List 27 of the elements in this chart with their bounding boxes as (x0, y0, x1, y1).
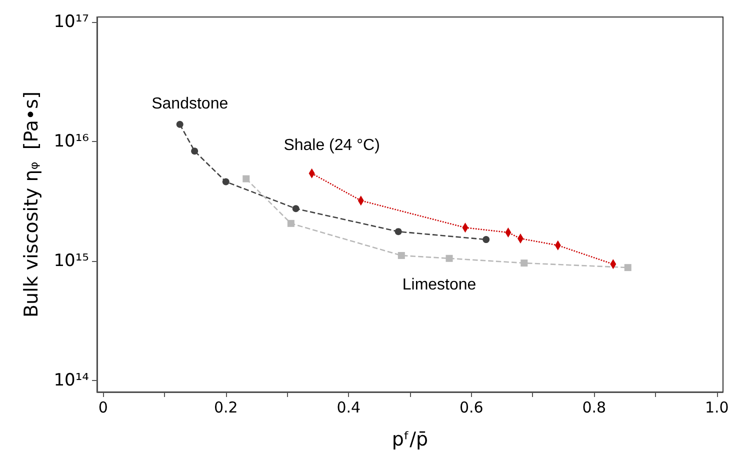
point (624, 264, 632, 272)
x-tick-label: 1.0 (704, 398, 729, 416)
point (176, 120, 184, 128)
series-label: Sandstone (152, 95, 228, 112)
point (394, 228, 402, 236)
x-tick-label: 0 (98, 398, 108, 416)
y-tick-label: 10¹⁷ (54, 12, 90, 32)
series-label: Shale (24 °C) (284, 136, 380, 154)
point (446, 254, 453, 262)
point (482, 236, 490, 244)
series-label: Limestone (402, 276, 476, 294)
x-tick-label: 0.6 (459, 398, 484, 416)
point (242, 175, 250, 182)
y-tick-label: 10¹⁴ (54, 370, 90, 390)
y-tick-label: 10¹⁵ (54, 250, 89, 271)
point (191, 148, 198, 155)
y-axis-title: Bulk viscosity ηᵩ [Pa•s] (20, 92, 42, 318)
point (398, 252, 405, 260)
point (292, 205, 300, 212)
y-tick-label: 10¹⁶ (54, 131, 90, 152)
point (222, 178, 230, 186)
point (287, 220, 294, 227)
x-axis-title: pᶠ/p̄ (392, 428, 428, 450)
x-tick-label: 0.8 (582, 398, 606, 416)
x-tick-label: 0.4 (336, 398, 361, 416)
x-tick-label: 0.2 (214, 398, 238, 416)
point (520, 260, 528, 267)
